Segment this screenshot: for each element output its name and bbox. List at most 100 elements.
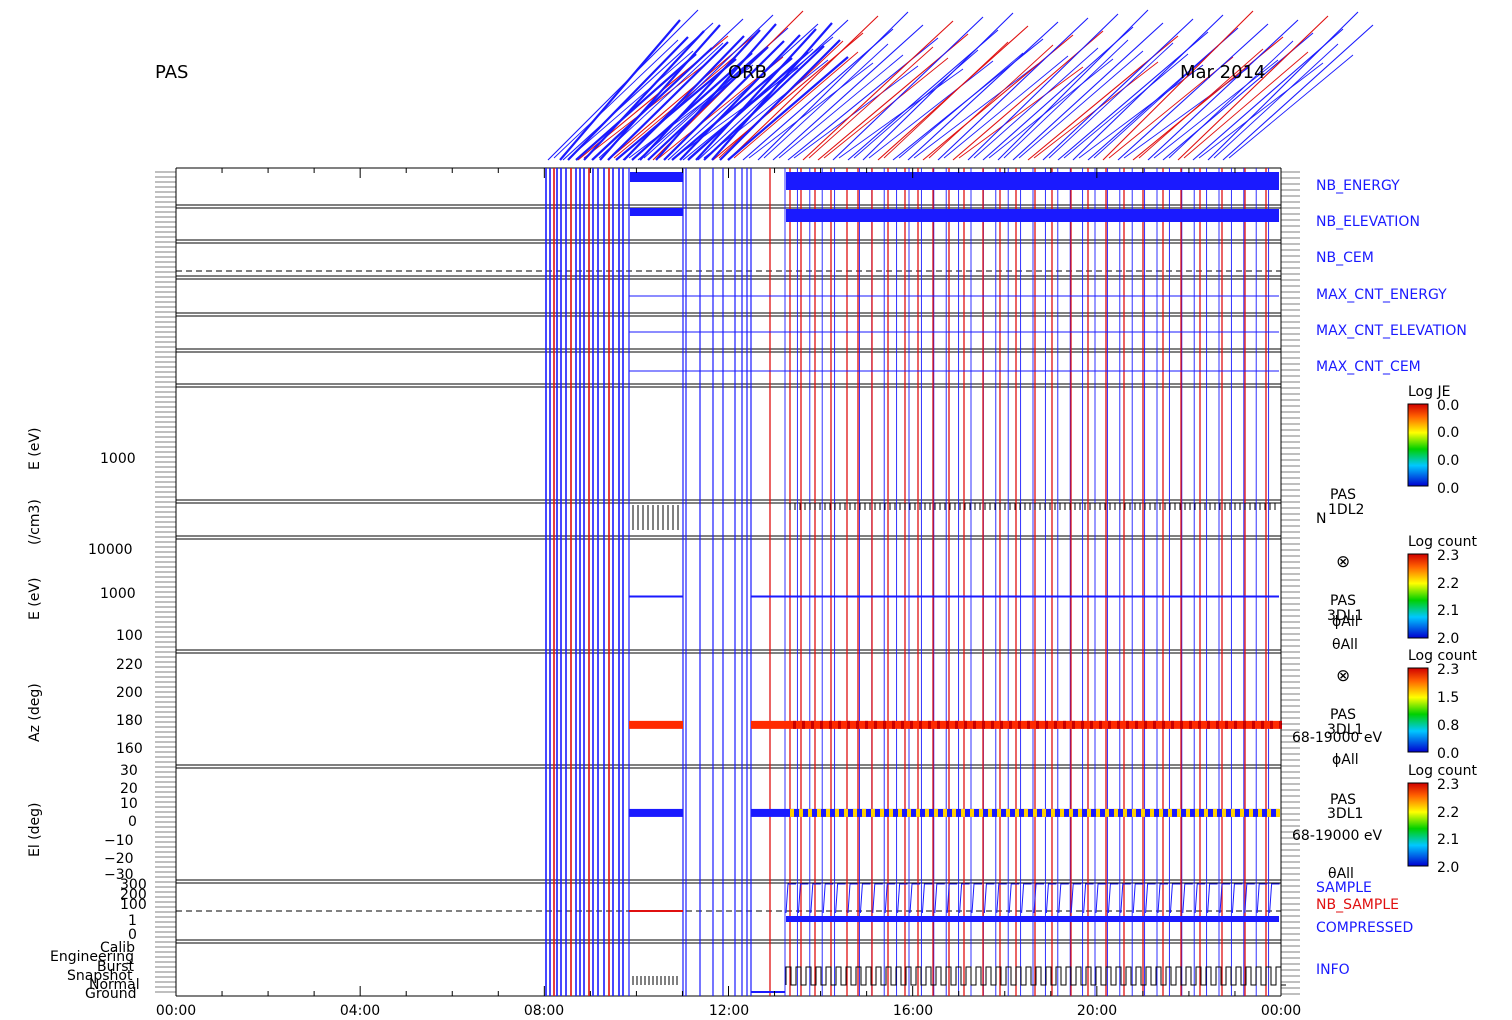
el-band-color — [1051, 808, 1055, 817]
az-band-color — [1027, 720, 1030, 729]
el-band-color — [1168, 808, 1172, 817]
el-band-color — [790, 808, 794, 817]
az-band-color — [919, 720, 922, 729]
az-band-color — [1153, 720, 1156, 729]
az-band-color — [865, 720, 868, 729]
colorbar-2-v3: 2.0 — [1437, 631, 1460, 647]
el-band-color — [1015, 808, 1019, 817]
el-band-color — [862, 808, 866, 817]
el-band-color — [880, 808, 884, 817]
colorbar-4 — [1407, 782, 1429, 867]
trace-nb-energy-a — [630, 172, 683, 182]
colorbar-2-v0: 2.3 — [1437, 548, 1460, 564]
az-band-color — [1144, 720, 1147, 729]
ylabel-el: El (deg) — [27, 802, 43, 858]
az-band-color — [937, 720, 940, 729]
panel-name-el-a: PAS — [1330, 792, 1357, 808]
az-band-color — [982, 720, 985, 729]
xtick-6: 00:00 — [1260, 1003, 1302, 1019]
el-band-color — [988, 808, 992, 817]
az-band-color — [847, 720, 850, 729]
event-label-stroke — [898, 52, 1024, 159]
event-label-stroke-bold — [623, 35, 745, 161]
az-band-color — [1099, 720, 1102, 729]
event-label-stroke — [1177, 15, 1329, 161]
el-band-color — [1132, 808, 1136, 817]
ytick-sample-200: 200 — [120, 887, 147, 903]
az-band-color — [1081, 720, 1084, 729]
el-band-color — [1195, 808, 1199, 817]
event-label-stroke-bold — [695, 28, 817, 161]
panel-az-phi: ϕAll — [1332, 752, 1359, 768]
ytick-el-30: 30 — [120, 763, 138, 779]
colorbar-2-v1: 2.2 — [1437, 576, 1460, 592]
colorbar-1 — [1407, 403, 1429, 487]
az-band-color — [1054, 720, 1057, 729]
el-band-color — [1078, 808, 1082, 817]
event-label-stroke — [1168, 40, 1294, 159]
event-label-stroke — [1018, 50, 1144, 159]
event-label-stroke — [748, 62, 874, 159]
az-band-color — [1225, 720, 1228, 729]
el-band-color — [1213, 808, 1217, 817]
el-band-color — [1222, 808, 1226, 817]
colorbar-2 — [1407, 553, 1429, 639]
ylabel-energy: E (eV) — [27, 577, 43, 620]
data-traces — [629, 172, 1286, 993]
event-label-stroke — [883, 41, 1009, 159]
event-label-stroke — [823, 57, 949, 159]
event-label-stroke — [967, 13, 1119, 161]
az-band-color — [793, 720, 796, 729]
ytick-az-160: 160 — [116, 741, 143, 757]
az-band-color — [1189, 720, 1192, 729]
xtick-1: 04:00 — [339, 1003, 381, 1019]
el-band-color — [1033, 808, 1037, 817]
event-label-stroke — [1117, 23, 1269, 161]
panel-frames — [175, 167, 1282, 997]
ytick-az-180: 180 — [116, 713, 143, 729]
panel-name-energy-a: PAS — [1330, 593, 1357, 609]
event-label-stroke — [1048, 42, 1174, 159]
xtick-3: 12:00 — [708, 1003, 750, 1019]
colorbar-4-v3: 2.0 — [1437, 860, 1460, 876]
el-band-color — [1060, 808, 1064, 817]
mode-engineering: Engineering — [50, 949, 134, 965]
el-band-color — [1258, 808, 1262, 817]
az-band-a — [629, 720, 683, 729]
el-band-color — [979, 808, 983, 817]
az-band-color — [901, 720, 904, 729]
el-band-color — [1042, 808, 1046, 817]
axis-ticks — [155, 168, 1300, 996]
panel-el-range: 68-19000 eV — [1292, 828, 1383, 844]
colorbar-1-v0: 0.0 — [1437, 398, 1460, 414]
el-band-color — [844, 808, 848, 817]
ytick-el-m20: −20 — [104, 851, 134, 867]
az-band-color — [1090, 720, 1093, 729]
event-label-stroke-bold — [575, 53, 697, 161]
ytick-az-220: 220 — [116, 657, 143, 673]
ytick-energy-100: 100 — [116, 628, 143, 644]
az-band-color — [820, 720, 823, 729]
sample-trace — [785, 883, 1280, 914]
el-band-color — [1177, 808, 1181, 817]
el-band-a — [629, 808, 683, 817]
event-label-stroke-bold — [711, 22, 833, 161]
el-band-color — [817, 808, 821, 817]
colorbar-1-v1: 0.0 — [1437, 425, 1460, 441]
colorbar-4-title: Log count — [1408, 763, 1477, 779]
az-band-color — [811, 720, 814, 729]
event-label-stroke — [1093, 45, 1219, 159]
el-band-color — [853, 808, 857, 817]
ytick-sample-300: 300 — [120, 877, 147, 893]
event-label-stroke — [1228, 54, 1354, 159]
event-label-stroke — [832, 16, 984, 161]
el-band-color — [1150, 808, 1154, 817]
el-band-color — [898, 808, 902, 817]
az-band-color — [838, 720, 841, 729]
ytick-el-m30: −30 — [104, 867, 134, 883]
colorbar-2-title: Log count — [1408, 534, 1477, 550]
el-band-color — [961, 808, 965, 817]
label-nb-energy: NB_ENERGY — [1316, 178, 1400, 194]
event-label-stroke — [757, 11, 909, 161]
